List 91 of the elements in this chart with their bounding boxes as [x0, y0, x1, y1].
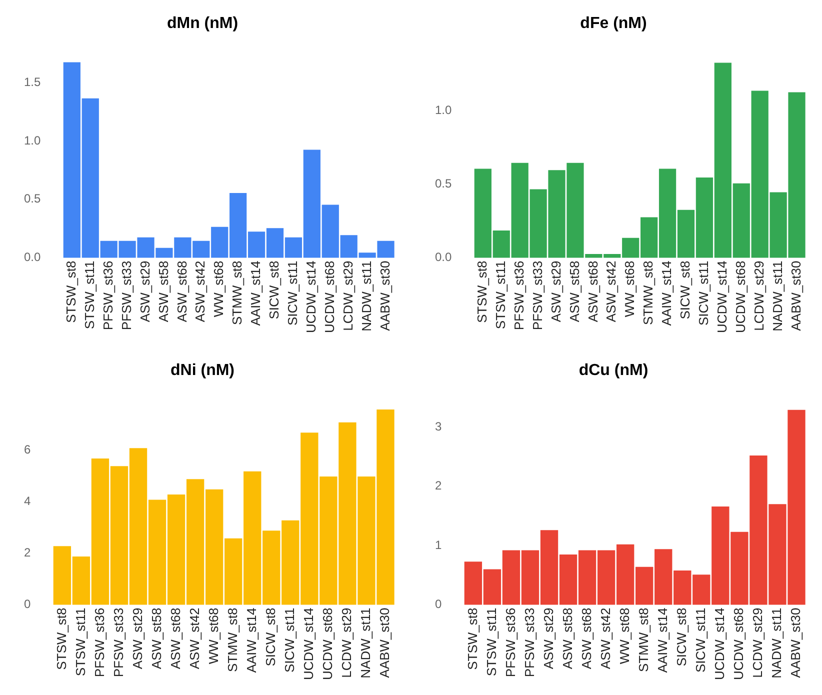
x-tick-label: WW_st68 — [211, 260, 226, 318]
y-tick-label: 2 — [24, 546, 31, 560]
x-tick-label: ASW_st42 — [598, 608, 613, 670]
x-tick-label: UCDW_st14 — [304, 260, 318, 334]
x-tick-label: SICW_st8 — [678, 260, 693, 320]
x-tick-label: STMW_st8 — [230, 260, 245, 326]
x-tick-label: NADW_st11 — [770, 260, 785, 332]
y-tick-label: 0.5 — [434, 176, 452, 191]
x-tick-label: AAIW_st14 — [654, 608, 670, 673]
x-tick-label: ASW_st68 — [578, 608, 594, 670]
x-tick-label: WW_st68 — [616, 608, 632, 664]
chart-title: dNi (nM) — [170, 362, 234, 380]
x-tick-label: UCDW_st14 — [300, 608, 316, 680]
y-tick-label: 6 — [24, 442, 31, 456]
x-tick-label: AAIW_st14 — [248, 260, 264, 326]
x-tick-label: PFSW_st36 — [502, 608, 518, 678]
x-tick-label: SICW_st11 — [692, 608, 708, 673]
x-tick-label: WW_st68 — [206, 608, 221, 664]
x-tick-label: ASW_st42 — [192, 260, 208, 322]
x-tick-label: NADW_st11 — [358, 608, 374, 678]
x-tick-label: ASW_st68 — [168, 608, 183, 670]
x-tick-label: STSW_st8 — [63, 260, 78, 323]
y-tick-label: 0 — [24, 597, 31, 612]
x-tick-label: STSW_st8 — [54, 608, 69, 670]
x-tick-label: ASW_st58 — [156, 260, 171, 322]
x-tick-label: ASW_st68 — [174, 260, 190, 322]
x-tick-label: SICW_st8 — [262, 608, 278, 666]
x-tick-label: STSW_st8 — [474, 260, 490, 323]
x-tick-label: STSW_st11 — [72, 608, 88, 676]
x-tick-label: LCDW_st29 — [750, 608, 766, 678]
x-tick-label: STSW_st11 — [82, 260, 97, 330]
x-tick-label: ASW_st68 — [585, 260, 600, 322]
chart-title: dFe (nM) — [580, 15, 647, 32]
x-tick-label: SICW_st11 — [285, 260, 300, 326]
y-tick-label: 2 — [434, 478, 442, 493]
x-tick-label: STMW_st8 — [636, 608, 651, 672]
x-tick-label: UCDW_st68 — [731, 608, 746, 680]
y-tick-label: 1 — [434, 538, 442, 552]
y-tick-label: 1.5 — [24, 74, 41, 89]
x-tick-label: AABW_st30 — [788, 260, 804, 331]
x-tick-label: LCDW_st29 — [339, 608, 354, 678]
x-tick-label: PFSW_st36 — [92, 608, 107, 678]
x-tick-label: ASW_st58 — [148, 608, 164, 670]
y-tick-label: 3 — [434, 419, 442, 434]
chart-title: dMn (nM) — [166, 15, 238, 32]
y-tick-label: 0.5 — [24, 192, 41, 206]
x-tick-label: SICW_st8 — [674, 608, 689, 666]
y-tick-label: 0.0 — [24, 250, 41, 264]
x-tick-label: AAIW_st14 — [659, 260, 674, 326]
x-tick-label: ASW_st29 — [130, 608, 145, 670]
x-tick-label: STSW_st8 — [464, 608, 480, 670]
x-tick-label: ASW_st42 — [604, 260, 619, 322]
x-tick-label: WW_st68 — [622, 260, 638, 318]
x-tick-label: PFSW_st36 — [100, 260, 116, 330]
x-tick-label: SICW_st11 — [282, 608, 297, 673]
x-tick-label: SICW_st11 — [696, 260, 712, 326]
x-tick-label: ASW_st58 — [566, 260, 582, 322]
y-tick-label: 1.0 — [24, 133, 41, 148]
y-tick-label: 4 — [24, 494, 31, 508]
x-tick-label: UCDW_st68 — [732, 260, 748, 334]
x-tick-label: STMW_st8 — [224, 608, 240, 672]
x-tick-label: ASW_st42 — [186, 608, 202, 670]
x-tick-label: AABW_st30 — [788, 608, 804, 678]
x-tick-label: ASW_st29 — [540, 608, 556, 670]
x-tick-label: AABW_st30 — [377, 260, 392, 331]
x-tick-label: ASW_st29 — [137, 260, 152, 322]
x-tick-label: LCDW_st29 — [751, 260, 766, 331]
x-tick-label: PFSW_st33 — [110, 608, 126, 678]
x-tick-label: AAIW_st14 — [244, 608, 259, 673]
y-tick-label: 1.0 — [434, 102, 452, 117]
x-tick-label: ASW_st58 — [560, 608, 575, 670]
x-tick-label: ASW_st29 — [548, 260, 564, 322]
x-tick-label: UCDW_st14 — [712, 608, 727, 680]
x-tick-label: PFSW_st33 — [522, 608, 537, 678]
x-tick-label: LCDW_st29 — [340, 260, 356, 331]
chart-title: dCu (nM) — [578, 362, 648, 380]
y-tick-label: 0.0 — [434, 250, 452, 264]
x-tick-label: PFSW_st36 — [511, 260, 526, 330]
x-tick-label: AABW_st30 — [377, 608, 392, 678]
x-tick-label: NADW_st11 — [358, 260, 374, 332]
x-tick-label: UCDW_st68 — [322, 260, 337, 334]
x-tick-label: UCDW_st14 — [714, 260, 730, 334]
x-tick-label: SICW_st8 — [266, 260, 282, 320]
x-tick-label: NADW_st11 — [769, 608, 784, 678]
x-tick-label: UCDW_st68 — [320, 608, 336, 680]
x-tick-label: PFSW_st33 — [530, 260, 545, 330]
y-tick-label: 0 — [434, 597, 442, 612]
x-tick-label: STSW_st11 — [484, 608, 499, 676]
x-tick-label: PFSW_st33 — [118, 260, 134, 330]
x-tick-label: STMW_st8 — [640, 260, 656, 326]
x-tick-label: STSW_st11 — [492, 260, 508, 330]
